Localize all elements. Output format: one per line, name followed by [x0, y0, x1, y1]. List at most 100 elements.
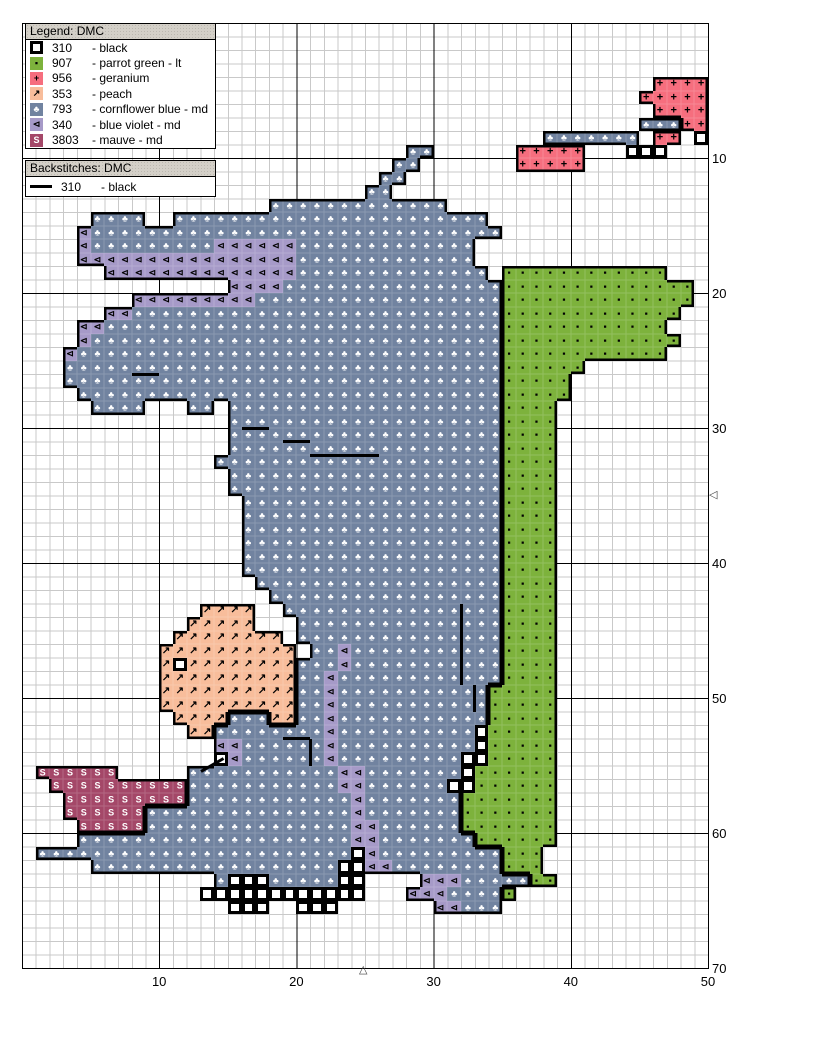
triangle-symbol: ⊲ — [272, 254, 280, 265]
stitch-cell: + — [653, 77, 667, 91]
club-symbol: ♣ — [368, 186, 375, 197]
club-symbol: ♣ — [492, 875, 499, 886]
stitch-cell: ♣ — [296, 360, 311, 374]
triangle-symbol: ⊲ — [368, 834, 376, 845]
stitch-cell: ♣ — [310, 455, 324, 469]
club-symbol: ♣ — [368, 713, 375, 724]
stitch-cell: ♣ — [433, 401, 448, 415]
stitch-cell: ♣ — [351, 603, 365, 617]
square-dot-symbol: ▪ — [521, 726, 525, 737]
club-symbol: ♣ — [368, 375, 375, 386]
stitch-cell: ♣ — [365, 549, 379, 563]
stitch-cell: ♣ — [323, 279, 338, 293]
club-symbol: ♣ — [286, 389, 293, 400]
square-dot-symbol: ▪ — [507, 402, 511, 413]
stitch-cell: ♣ — [447, 441, 462, 455]
stitch-cell: ♣ — [241, 441, 256, 455]
stitch-cell: S — [104, 779, 119, 793]
stitch-cell: ⊲ — [323, 711, 338, 725]
club-symbol: ♣ — [286, 807, 293, 818]
stitch-cell: ♣ — [131, 387, 146, 401]
square-dot-symbol: ▪ — [562, 267, 566, 278]
club-symbol: ♣ — [327, 618, 334, 629]
stitch-cell: ♣ — [310, 765, 324, 779]
club-symbol: ♣ — [314, 321, 320, 332]
stitch-cell: ♣ — [406, 347, 420, 361]
square-dot-symbol: ▪ — [548, 794, 552, 805]
square-dot-symbol: ▪ — [603, 321, 607, 332]
stitch-cell: ↗ — [241, 698, 256, 712]
stitch-cell: ⊲ — [214, 252, 228, 266]
stitch-cell: ▪ — [598, 266, 612, 280]
stitch-cell: ▪ — [515, 374, 530, 388]
club-symbol: ♣ — [121, 362, 128, 373]
square-dot-symbol: ▪ — [507, 429, 511, 440]
club-symbol: ♣ — [190, 861, 197, 872]
triangle-symbol: ⊲ — [354, 794, 362, 805]
club-symbol: ♣ — [341, 794, 348, 805]
stitch-cell: ♣ — [433, 846, 448, 860]
club-symbol: ♣ — [410, 443, 416, 454]
club-symbol: ♣ — [176, 834, 183, 845]
club-symbol: ♣ — [327, 348, 334, 359]
stitch-cell: ▪ — [502, 576, 516, 590]
stitch-cell: ♣ — [282, 225, 297, 239]
stitch-cell: ♣ — [282, 563, 297, 577]
plus-symbol: + — [684, 118, 691, 131]
stitch-cell: ♣ — [310, 495, 324, 509]
triangle-symbol: ⊲ — [217, 254, 225, 265]
club-symbol: ♣ — [300, 470, 307, 481]
stitch-cell: ▪ — [584, 279, 599, 293]
stitch-cell: ♣ — [378, 401, 393, 415]
stitch-cell: ♣ — [282, 455, 297, 469]
club-symbol: ♣ — [437, 605, 444, 616]
x-axis-label: 40 — [563, 974, 579, 989]
stitch-cell: ♣ — [255, 860, 269, 874]
stitch-cell: ♣ — [241, 468, 256, 482]
stitch-cell: ♣ — [337, 347, 352, 361]
club-symbol: ♣ — [176, 389, 183, 400]
club-symbol: ♣ — [423, 389, 430, 400]
club-symbol: ♣ — [492, 672, 499, 683]
club-symbol: ♣ — [382, 537, 389, 548]
stitch-cell: ♣ — [365, 198, 379, 212]
club-symbol: ♣ — [478, 875, 485, 886]
stitch-cell: ▪ — [680, 293, 695, 307]
stitch-cell: ▪ — [625, 293, 640, 307]
stitch-cell: ↗ — [282, 644, 297, 658]
stitch-cell: ♣ — [63, 360, 77, 374]
arrow-symbol: ↗ — [189, 618, 198, 630]
club-symbol: ♣ — [190, 308, 197, 319]
square-dot-symbol: ▪ — [548, 321, 552, 332]
club-symbol: ♣ — [437, 375, 444, 386]
stitch-cell: ▪ — [502, 860, 516, 874]
stitch-cell: ♣ — [474, 590, 489, 604]
club-symbol: ♣ — [478, 578, 485, 589]
stitch-cell: ♣ — [241, 374, 256, 388]
club-symbol: ♣ — [204, 780, 211, 791]
stitch-cell: S — [131, 792, 146, 806]
square-dot-symbol: ▪ — [617, 335, 621, 346]
club-symbol: ♣ — [492, 443, 499, 454]
club-symbol: ♣ — [492, 510, 499, 521]
stitch-cell: ♣ — [378, 374, 393, 388]
club-symbol: ♣ — [451, 402, 458, 413]
stitch-cell: ▪ — [543, 549, 558, 563]
stitch-cell: S — [35, 765, 50, 779]
stitch-cell: ♣ — [131, 401, 146, 415]
club-symbol: ♣ — [368, 294, 375, 305]
club-symbol: ♣ — [231, 807, 238, 818]
stitch-cell: ♣ — [488, 563, 503, 577]
stitch-cell: ♣ — [433, 225, 448, 239]
club-symbol: ♣ — [286, 416, 293, 427]
club-symbol: ♣ — [396, 821, 403, 832]
stitch-cell: ♣ — [159, 360, 173, 374]
plus-symbol: + — [547, 158, 554, 171]
club-symbol: ♣ — [341, 321, 348, 332]
square-dot-symbol: ▪ — [507, 753, 511, 764]
stitch-cell: ♣ — [268, 738, 283, 752]
stitch-cell: ♣ — [337, 374, 352, 388]
arrow-symbol: ↗ — [257, 658, 267, 670]
stitch-cell: ♣ — [337, 455, 352, 469]
stitch-cell: ▪ — [543, 779, 558, 793]
